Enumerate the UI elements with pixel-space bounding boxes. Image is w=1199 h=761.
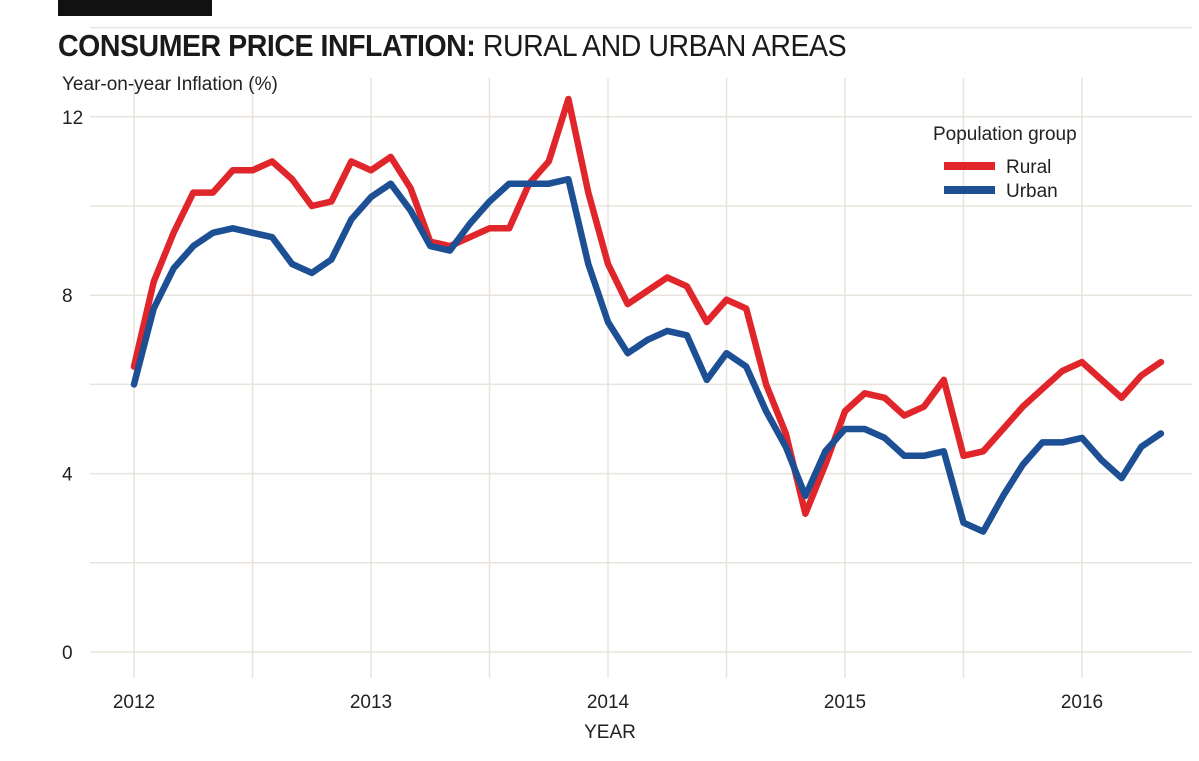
- legend-title: Population group: [933, 124, 1077, 145]
- x-tick-label: 2016: [1061, 692, 1103, 713]
- y-tick-label: 0: [62, 643, 73, 664]
- x-tick-label: 2015: [824, 692, 866, 713]
- x-axis-title: YEAR: [584, 722, 636, 743]
- y-axis-title: Year-on-year Inflation (%): [62, 74, 278, 95]
- chart-title: CONSUMER PRICE INFLATION: RURAL AND URBA…: [58, 28, 847, 64]
- y-tick-label: 4: [62, 465, 73, 486]
- chart-title-bold: CONSUMER PRICE INFLATION:: [58, 28, 476, 63]
- x-tick-label: 2013: [350, 692, 392, 713]
- x-tick-label: 2012: [113, 692, 155, 713]
- legend-label-rural: Rural: [1006, 157, 1051, 178]
- legend-label-urban: Urban: [1006, 181, 1058, 202]
- y-tick-labels: 0 4 8 12: [62, 108, 83, 664]
- legend: Population group Rural Urban: [933, 124, 1077, 202]
- series-lines: [130, 95, 1165, 535]
- y-tick-label: 8: [62, 286, 73, 307]
- grid: [90, 26, 1192, 678]
- header-bar: [58, 0, 212, 16]
- x-tick-label: 2014: [587, 692, 630, 713]
- chart-title-light: RURAL AND URBAN AREAS: [482, 28, 847, 63]
- x-tick-labels: 2012 2013 2014 2015 2016: [113, 692, 1103, 713]
- y-tick-label: 12: [62, 108, 83, 129]
- series-line-urban: [130, 175, 1165, 535]
- series-line-rural: [130, 95, 1165, 517]
